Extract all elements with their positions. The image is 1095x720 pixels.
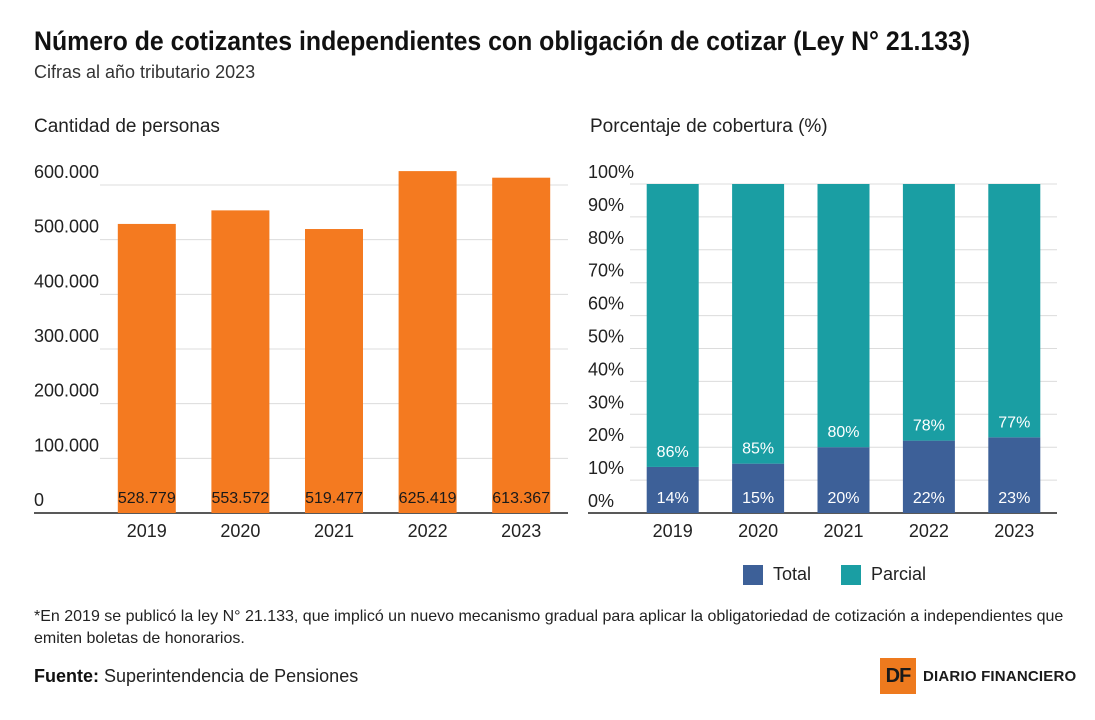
people-bar: [117, 223, 176, 513]
right-y-tick-label: 100%: [588, 162, 634, 182]
right-y-tick-label: 90%: [588, 195, 624, 215]
chart-subtitle: Cifras al año tributario 2023: [34, 62, 256, 82]
right-y-tick-label: 60%: [588, 294, 624, 314]
left-panel-title: Cantidad de personas: [34, 116, 220, 137]
people-bar: [492, 177, 551, 514]
total-bar-segment: [988, 437, 1041, 513]
people-bar: [211, 210, 270, 513]
left-y-tick-label: 300.000: [34, 326, 99, 346]
left-x-tick-label: 2019: [127, 521, 167, 541]
left-y-tick-label: 100.000: [34, 435, 99, 455]
left-y-tick-label: 200.000: [34, 381, 99, 401]
parcial-bar-segment: [646, 184, 699, 467]
total-bar-segment: [732, 463, 785, 513]
total-value-label: 22%: [913, 490, 945, 507]
left-y-tick-label: 500.000: [34, 217, 99, 237]
right-y-tick-label: 10%: [588, 458, 624, 478]
right-x-tick-label: 2019: [653, 521, 693, 541]
total-value-label: 14%: [657, 490, 689, 507]
parcial-value-label: 78%: [913, 418, 945, 435]
right-y-tick-label: 20%: [588, 425, 624, 445]
legend-label-parcial: Parcial: [871, 564, 927, 584]
right-y-tick-label: 50%: [588, 327, 624, 347]
logo-name: DIARIO FINANCIERO: [923, 667, 1077, 685]
parcial-bar-segment: [732, 184, 785, 464]
right-x-tick-label: 2023: [994, 521, 1034, 541]
total-value-label: 23%: [998, 490, 1030, 507]
right-panel-title: Porcentaje de cobertura (%): [590, 116, 828, 137]
total-value-label: 20%: [827, 490, 859, 507]
legend-swatch-total: [743, 564, 763, 585]
right-y-tick-label: 70%: [588, 261, 624, 281]
people-bar-value-label: 519.477: [305, 490, 363, 507]
total-value-label: 15%: [742, 490, 774, 507]
total-bar-segment: [902, 440, 955, 513]
right-x-tick-label: 2022: [909, 521, 949, 541]
source-text: Superintendencia de Pensiones: [104, 666, 359, 686]
coverage-legend: Total Parcial: [743, 564, 956, 585]
source-label: Fuente:: [34, 666, 99, 686]
left-x-tick-label: 2023: [501, 521, 541, 541]
parcial-bar-segment: [988, 184, 1041, 438]
people-bar-value-label: 613.367: [492, 490, 550, 507]
right-y-tick-label: 30%: [588, 392, 624, 412]
left-x-tick-label: 2021: [314, 521, 354, 541]
left-y-tick-label: 400.000: [34, 271, 99, 291]
logo-mark: DF: [880, 658, 916, 694]
diario-financiero-logo: DF DIARIO FINANCIERO: [880, 658, 1076, 694]
legend-item-parcial: Parcial: [841, 564, 926, 585]
footnote: *En 2019 se publicó la ley N° 21.133, qu…: [34, 608, 1064, 647]
parcial-value-label: 77%: [998, 414, 1030, 431]
right-x-tick-label: 2020: [738, 521, 778, 541]
right-x-tick-label: 2021: [823, 521, 863, 541]
parcial-value-label: 80%: [827, 424, 859, 441]
total-bar-segment: [646, 466, 699, 513]
right-y-tick-label: 80%: [588, 228, 624, 248]
source-line: Fuente: Superintendencia de Pensiones: [34, 666, 358, 687]
chart-title: Número de cotizantes independientes con …: [34, 26, 971, 56]
people-bar-value-label: 528.779: [118, 490, 176, 507]
people-bar: [305, 229, 363, 514]
right-y-tick-label: 0%: [588, 491, 614, 511]
left-y-tick-label: 600.000: [34, 162, 99, 182]
left-x-tick-label: 2020: [220, 521, 260, 541]
people-bar: [398, 171, 457, 513]
right-y-tick-label: 40%: [588, 359, 624, 379]
people-bar-value-label: 553.572: [211, 490, 269, 507]
parcial-bar-segment: [902, 184, 955, 441]
legend-item-total: Total: [743, 564, 811, 585]
parcial-value-label: 86%: [657, 444, 689, 461]
legend-label-total: Total: [773, 564, 812, 584]
left-y-tick-label: 0: [34, 490, 44, 510]
parcial-value-label: 85%: [742, 441, 774, 458]
legend-swatch-parcial: [841, 564, 862, 585]
parcial-bar-segment: [817, 184, 870, 448]
people-bar-value-label: 625.419: [399, 490, 457, 507]
total-bar-segment: [817, 447, 870, 513]
left-x-tick-label: 2022: [408, 521, 448, 541]
